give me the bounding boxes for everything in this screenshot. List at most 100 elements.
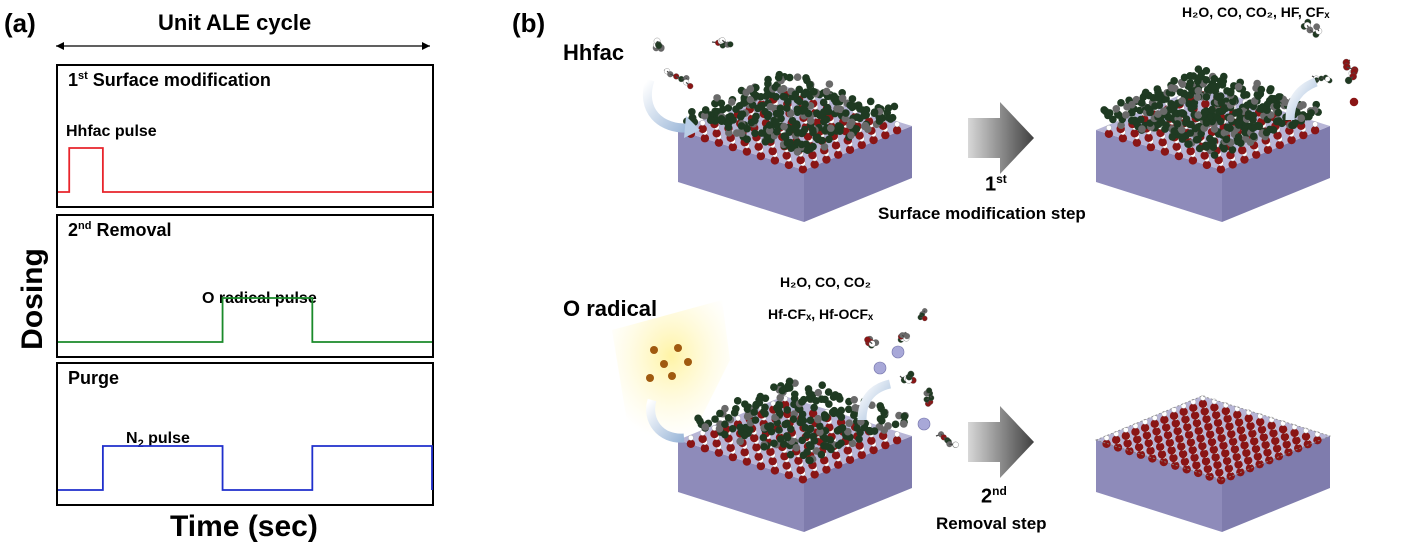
carbon-atom (1246, 138, 1255, 146)
oxygen-atom (754, 452, 763, 461)
fluorine-atom (751, 416, 760, 424)
fluorine-atom (757, 129, 766, 137)
fluorine-atom (761, 409, 769, 418)
oxygen-atom (782, 151, 791, 160)
hydrogen-atom (735, 415, 741, 422)
oxygen-atom (1179, 407, 1188, 417)
carbon-atom (700, 112, 709, 120)
fluorine-atom (891, 420, 900, 429)
carbon-atom (899, 420, 908, 428)
carbon-atom (845, 419, 854, 427)
o-radical-dot (660, 360, 668, 368)
oxygen-atom (1244, 414, 1253, 423)
oxygen-atom (728, 142, 738, 152)
carbon-atom (1159, 107, 1168, 115)
fluorine-atom (795, 85, 804, 94)
fluorine-atom (789, 415, 798, 423)
oxygen-atom (784, 470, 794, 480)
carbon-atom (1178, 80, 1187, 88)
fluorine-atom (717, 99, 726, 108)
oxygen-atom (881, 130, 890, 140)
fluorine-atom (1184, 140, 1192, 148)
fluorine-atom (1278, 119, 1286, 128)
oxygen-atom (1205, 430, 1215, 439)
fluorine-atom (1141, 88, 1150, 97)
oxygen-atom (1177, 442, 1186, 451)
fluorine-atom (741, 400, 749, 408)
fluorine-atom (852, 125, 861, 133)
step1-number: 1st (985, 172, 1007, 196)
oxygen-atom (752, 443, 761, 452)
fluorine-atom (779, 92, 788, 101)
oxygen-atom (1224, 464, 1234, 473)
carbon-atom (1178, 97, 1186, 105)
oxygen-atom (808, 409, 818, 418)
fluorine-atom (783, 406, 792, 414)
purge-box: Purge N2 pulse (56, 362, 434, 506)
carbon-atom (848, 439, 857, 448)
fluorine-atom (834, 392, 843, 401)
oxygen-atom (1228, 437, 1238, 446)
fluorine-atom (786, 450, 795, 459)
carbon-atom (725, 129, 733, 137)
fluorine-atom (1220, 144, 1228, 153)
oxygen-atom (1233, 410, 1242, 419)
fluorine-atom (1275, 93, 1283, 101)
carbon-atom (786, 110, 795, 118)
oxygen-atom (1202, 414, 1211, 424)
fluorine-atom (1249, 132, 1258, 141)
fluorine-atom (1213, 92, 1221, 101)
x-axis-label: Time (sec) (170, 510, 318, 543)
carbon-atom (765, 126, 774, 135)
fluorine-atom (1219, 72, 1228, 81)
oxygen-atom (1123, 439, 1132, 448)
fluorine-atom (1200, 108, 1209, 116)
fluorine-atom (815, 422, 824, 430)
fluorine-atom (1117, 99, 1125, 107)
fluorine-atom (728, 424, 737, 433)
carbon-atom (1112, 105, 1121, 113)
fluorine-atom (696, 417, 704, 425)
fluorine-atom (765, 121, 774, 129)
panel-a-label: (a) (4, 8, 36, 38)
oxygen-atom (1121, 431, 1131, 441)
fluorine-atom (771, 83, 780, 91)
oxygen-atom (1196, 434, 1205, 443)
fluorine-atom (825, 400, 833, 408)
carbon-atom (841, 114, 850, 123)
fluorine-atom (773, 127, 781, 136)
carbon-atom (780, 122, 788, 131)
oxygen-atom (1131, 427, 1140, 437)
oxygen-atom (1102, 439, 1111, 449)
fluorine-atom (740, 99, 748, 107)
oxygen-atom (1263, 145, 1273, 154)
step1-text: Surface modification step (878, 204, 1086, 223)
oxygen-atom (1226, 471, 1235, 481)
fluorine-atom (853, 424, 861, 432)
carbon-atom (701, 423, 710, 431)
box-title: 1st Surface modification (68, 70, 271, 90)
carbon-atom (850, 395, 859, 404)
fluorine-atom (824, 388, 833, 396)
fluorine-atom (809, 432, 818, 441)
fluorine-atom (826, 436, 835, 444)
oxygen-atom (1182, 465, 1191, 474)
oxygen-atom (1175, 434, 1184, 443)
oxygen-atom (1216, 475, 1226, 485)
oxygen-atom (1203, 464, 1213, 474)
oxygen-atom (1113, 443, 1123, 452)
oxygen-atom (1290, 428, 1299, 438)
oxygen-atom (712, 129, 721, 138)
oxygen-atom (686, 439, 696, 448)
carbon-atom (1138, 125, 1146, 133)
hydrogen-atom (1234, 405, 1241, 412)
fluorine-atom (785, 384, 794, 392)
fluorine-atom (842, 109, 850, 117)
fluorine-atom (733, 397, 742, 405)
oxygen-atom (1186, 438, 1196, 447)
carbon-atom (1220, 129, 1229, 137)
carbon-atom (880, 426, 889, 434)
o-radical-dot (668, 372, 676, 380)
fluorine-atom (774, 407, 783, 415)
